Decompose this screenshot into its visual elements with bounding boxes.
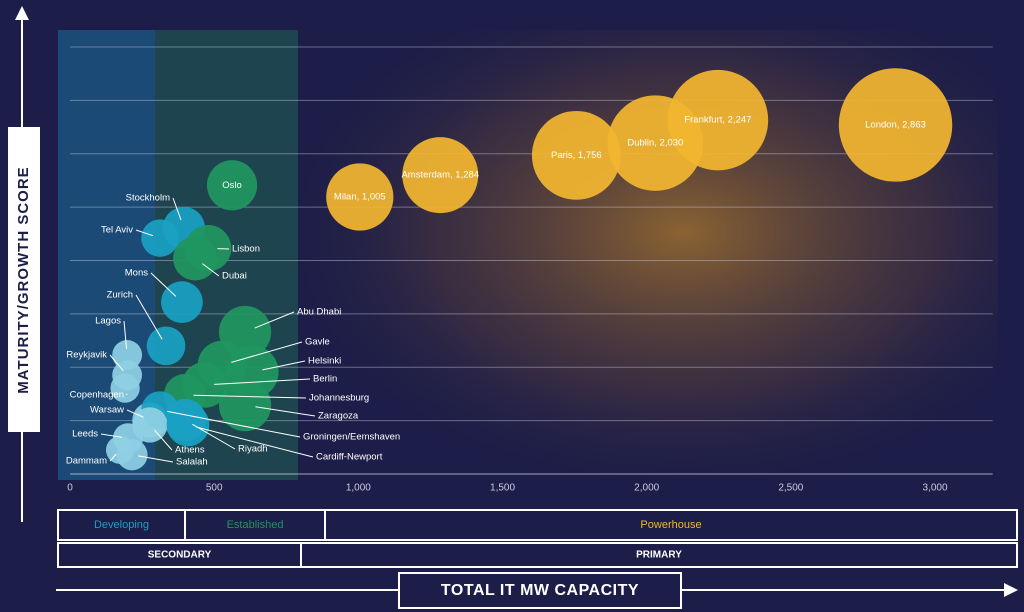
x-tick-label: 500: [206, 483, 223, 494]
bubble-label: Abu Dhabi: [297, 307, 341, 318]
bubble: [146, 326, 186, 366]
bubble-label: Mons: [125, 268, 148, 279]
bubble: [116, 439, 148, 471]
x-arrowhead: [1004, 583, 1018, 597]
leader-line: [138, 455, 174, 463]
x-tick-label: 1,000: [346, 483, 371, 494]
bubble-label: Copenhagen: [70, 390, 124, 401]
x-tick-label: 2,500: [778, 483, 803, 494]
bubble-label: Salalah: [176, 457, 208, 468]
leader-line: [192, 423, 236, 450]
maturity-band-label: Established: [227, 519, 284, 531]
y-axis-label: MATURITY/GROWTH SCORE: [15, 166, 32, 393]
bubble: [607, 95, 704, 191]
bubble-label: Zaragoza: [318, 411, 359, 422]
bubble: [132, 407, 168, 443]
leader-line: [126, 409, 144, 418]
bubble: [531, 110, 621, 200]
bubble: [838, 68, 953, 182]
bubble-label: Oslo: [222, 180, 242, 191]
x-label-box: [398, 572, 682, 609]
x-tick-label: 0: [67, 483, 73, 494]
bubble-label: Reykjavik: [66, 350, 107, 361]
maturity-band: [324, 509, 1018, 541]
bubble-label: Lisbon: [232, 244, 260, 255]
bands: Developing Established Powerhouse SECONDARY…: [57, 509, 1018, 568]
bubble-label: Berlin: [313, 374, 337, 385]
bubble-label: Frankfurt, 2,247: [684, 115, 751, 126]
leader-line: [123, 320, 128, 350]
bubble: [110, 373, 140, 403]
leader-line: [214, 378, 311, 385]
maturity-band-label: Developing: [94, 519, 149, 531]
bubble-label: Johannesburg: [309, 393, 369, 404]
leader-line: [135, 294, 163, 340]
bubble: [161, 281, 203, 324]
bubble: [173, 236, 218, 281]
bubble-label: Groningen/Eemshaven: [303, 432, 400, 443]
bubble-label: Athens: [175, 445, 205, 456]
developing-zone: [58, 30, 155, 480]
market-band-label: SECONDARY: [148, 550, 212, 561]
x-axis-label: TOTAL IT MW CAPACITY: [441, 582, 639, 599]
plot: 0 500 1,000 1,500 2,000 2,500 3,000 London, 2,8…: [66, 46, 993, 494]
bubble: [206, 160, 258, 211]
x-tick-label: 1,500: [490, 483, 515, 494]
leader-line: [254, 311, 295, 329]
x-tick-label: 3,000: [923, 483, 948, 494]
bubble-label: Dammam: [66, 456, 107, 467]
leader-line: [201, 263, 220, 277]
leader-line: [255, 406, 316, 417]
bubble-label: Lagos: [95, 316, 121, 327]
leader-line: [100, 433, 123, 438]
bubble: [326, 163, 394, 231]
bubble-label: Dublin, 2,030: [627, 138, 683, 149]
bubble-label: Zurich: [107, 290, 133, 301]
bubble-label: Stockholm: [126, 193, 170, 204]
y-arrowhead: [15, 6, 29, 20]
bubble: [141, 219, 179, 257]
bubble-label: Paris, 1,756: [551, 150, 602, 161]
bubble: [218, 379, 272, 432]
x-tick-label: 2,000: [634, 483, 659, 494]
leader-line: [109, 453, 117, 462]
bubble-label: Dubai: [222, 271, 247, 282]
bubble-label: Riyadh: [238, 444, 268, 455]
leader-line: [231, 341, 303, 363]
leader-line: [154, 429, 173, 451]
leader-line: [167, 410, 301, 438]
bubble-label: Tel Aviv: [101, 225, 133, 236]
leader-line: [193, 394, 307, 399]
bubble-label: Helsinki: [308, 356, 341, 367]
bubble-label: Milan, 1,005: [334, 192, 386, 203]
leader-line: [172, 197, 182, 221]
market-band: [300, 542, 1018, 568]
leader-line: [109, 354, 124, 372]
bubble-label: Warsaw: [90, 405, 124, 416]
bubble-label: Gavle: [305, 337, 330, 348]
bubble-label: Leeds: [72, 429, 98, 440]
leader-line: [262, 360, 306, 371]
bubble-label: Amsterdam, 1,284: [401, 170, 479, 181]
bubble-label: London, 2,863: [865, 119, 926, 130]
leader-line: [150, 272, 177, 297]
leader-line: [196, 426, 314, 458]
bubble: [166, 403, 210, 447]
leader-line: [135, 229, 154, 237]
maturity-band-label: Powerhouse: [640, 519, 701, 531]
bubble: [402, 137, 479, 214]
y-label-box: [8, 127, 40, 432]
bubble-label: Cardiff-Newport: [316, 452, 383, 463]
market-band-label: PRIMARY: [636, 550, 682, 561]
